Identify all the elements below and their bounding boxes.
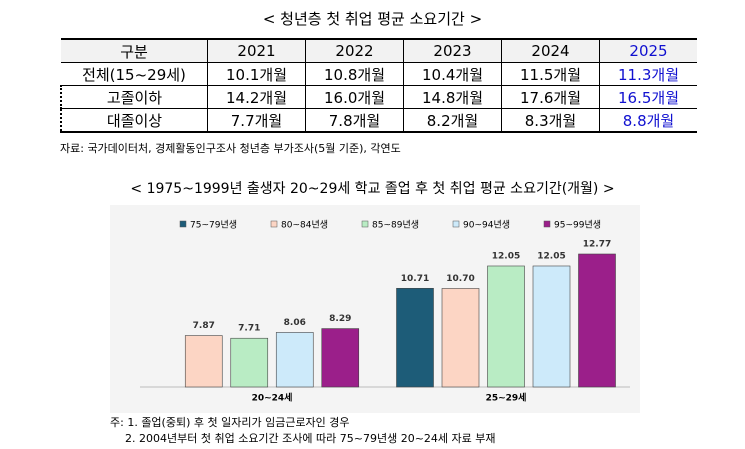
legend-swatch: [270, 220, 278, 228]
legend-label: 75~79년생: [190, 220, 237, 231]
table-row: 전체(15~29세) 10.1개월 10.8개월 10.4개월 11.5개월 11.3개월: [61, 62, 697, 86]
table-cell: 7.8개월: [305, 108, 404, 133]
legend-swatch: [452, 220, 460, 228]
table-cell: 고졸이하: [60, 85, 208, 109]
table-cell: 16.5개월: [599, 85, 697, 109]
data-label: 12.05: [537, 251, 565, 261]
table: 구분 2021 2022 2023 2024 2025 전체(15~29세) 10.1개월 10…: [60, 38, 697, 133]
table-cell: 11.3개월: [599, 62, 697, 86]
table-cell: 10.4개월: [403, 62, 502, 86]
data-label: 12.05: [492, 251, 520, 261]
table-cell: 2025: [599, 38, 697, 63]
data-label: 12.77: [583, 240, 611, 250]
table-row: 고졸이하 14.2개월 16.0개월 14.8개월 17.6개월 16.5개월: [60, 85, 697, 109]
bar: [184, 335, 223, 388]
data-label: 7.87: [193, 321, 215, 331]
legend-label: 95~99년생: [554, 220, 601, 231]
table-cell: 11.5개월: [501, 62, 600, 86]
note: 주: 1. 졸업(중퇴) 후 첫 일자리가 임금근로자인 경우: [110, 416, 350, 429]
table-cell: 14.2개월: [207, 85, 306, 109]
x-tick-label: 20~24세: [252, 392, 293, 404]
table-cell: 17.6개월: [501, 85, 600, 109]
chart-title: < 1975~1999년 출생자 20~29세 학교 졸업 후 첫 취업 평균 …: [130, 181, 615, 197]
legend-swatch: [361, 220, 369, 228]
source: 자료: 국가데이터처, 경제활동인구조사 청년층 부가조사(5월 기준), 각연…: [60, 142, 401, 155]
table-cell: 전체(15~29세): [61, 62, 208, 86]
table-cell: 구분: [61, 38, 208, 63]
bar: [396, 287, 434, 388]
table-row: 구분 2021 2022 2023 2024 2025: [61, 38, 697, 63]
table-cell: 10.1개월: [207, 62, 306, 86]
table-title: < 청년층 첫 취업 평균 소요기간 >: [262, 10, 483, 28]
table-cell: 7.7개월: [207, 108, 306, 133]
table-cell: 대졸이상: [60, 108, 208, 133]
data-label: 8.06: [284, 318, 306, 328]
bar: [532, 265, 571, 388]
legend-swatch: [179, 220, 187, 228]
bar: [487, 265, 525, 388]
table-cell: 2024: [501, 38, 600, 63]
bar: [578, 253, 616, 388]
table-cell: 14.8개월: [403, 85, 502, 109]
bar: [275, 332, 314, 388]
data-label: 7.71: [238, 324, 260, 334]
table-cell: 8.2개월: [403, 108, 502, 133]
legend-label: 80~84년생: [281, 220, 328, 231]
table-cell: 2022: [305, 38, 404, 63]
x-tick-label: 25~29세: [486, 392, 527, 404]
bar: [441, 288, 480, 388]
table-cell: 16.0개월: [305, 85, 404, 109]
bar: [321, 328, 360, 388]
data-label: 8.29: [329, 314, 351, 324]
data-label: 10.71: [401, 274, 429, 284]
table-cell: 10.8개월: [305, 62, 404, 86]
note: 2. 2004년부터 첫 취업 소요기간 조사에 따라 75~79년생 20~2…: [125, 432, 496, 445]
legend-label: 90~94년생: [463, 220, 510, 231]
table-cell: 8.3개월: [501, 108, 600, 133]
bar: [230, 337, 269, 388]
table-row: 대졸이상 7.7개월 7.8개월 8.2개월 8.3개월 8.8개월: [60, 108, 697, 133]
legend-swatch: [543, 220, 551, 228]
table-cell: 2023: [403, 38, 502, 63]
table-cell: 2021: [207, 38, 306, 63]
table-cell: 8.8개월: [599, 108, 697, 133]
legend-label: 85~89년생: [372, 220, 419, 231]
data-label: 10.70: [446, 274, 474, 284]
